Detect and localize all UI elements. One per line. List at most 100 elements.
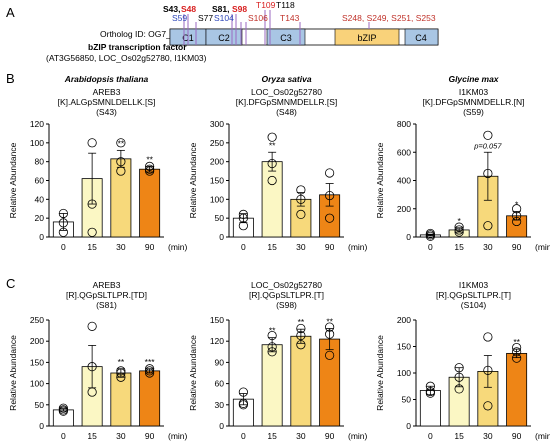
y-tick-label: 150: [30, 357, 44, 367]
x-unit-label: (min): [168, 242, 188, 252]
x-tick-label: 0: [241, 242, 246, 252]
data-point: [325, 350, 335, 360]
site-s81: S81,: [212, 4, 230, 14]
significance-label: *: [515, 200, 519, 210]
y-axis-title: Relative Abundance: [375, 142, 385, 218]
significance-label: **: [269, 140, 276, 150]
domain-c3: [266, 28, 306, 46]
site-s59: S59: [172, 13, 187, 23]
y-tick-label: 100: [210, 194, 224, 204]
site-label: (S59): [463, 107, 484, 117]
domain-c2: [205, 28, 243, 46]
y-axis-title: Relative Abundance: [375, 335, 385, 411]
data-point: [267, 342, 277, 352]
data-point: [145, 366, 155, 376]
site-label: (S104): [461, 300, 487, 310]
site-label: (S98): [276, 300, 297, 310]
chart-2: Oryza sativa LOC_Os02g52780[K].DFGpSMNMDE…: [188, 74, 368, 252]
data-point: [267, 158, 277, 169]
data-point: [296, 340, 306, 350]
y-tick-label: 60: [35, 176, 45, 186]
y-tick-label: 20: [35, 213, 45, 223]
y-tick-label: 400: [397, 176, 411, 186]
peptide-sequence: [K].DFGpSMNMDELLR.[N]: [422, 97, 524, 107]
data-point: [58, 208, 68, 219]
data-point: [58, 218, 68, 228]
chart-6: I1KM03[R].QGpSLTLPR.[T](S104)05010015020…: [375, 280, 550, 441]
data-point: [267, 330, 277, 341]
x-tick-label: 0: [428, 242, 433, 252]
significance-label: ***: [145, 357, 156, 367]
bar: [110, 158, 132, 238]
bar: [319, 338, 341, 427]
y-tick-label: 30: [215, 400, 225, 410]
data-point: [454, 384, 464, 394]
x-tick-label: 30: [296, 242, 306, 252]
significance-label: **: [146, 154, 153, 164]
data-point: [483, 168, 493, 179]
y-tick-label: 40: [35, 194, 45, 204]
data-point: [454, 363, 464, 373]
site-s98: S98: [232, 4, 247, 14]
site-label: (S81): [96, 300, 117, 310]
x-tick-label: 90: [145, 431, 155, 441]
data-point: [238, 221, 248, 231]
site-label: (S43): [96, 107, 117, 117]
x-tick-label: 30: [116, 242, 126, 252]
data-point: [87, 227, 97, 237]
data-point: [483, 332, 493, 342]
data-point: [145, 364, 155, 374]
data-point: [296, 209, 306, 219]
y-tick-label: 250: [210, 138, 224, 148]
data-point: [87, 362, 97, 372]
x-tick-label: 30: [483, 242, 493, 252]
y-tick-label: 200: [397, 315, 411, 325]
x-tick-label: 15: [454, 242, 464, 252]
x-tick-label: 0: [241, 431, 246, 441]
data-point: [87, 321, 97, 331]
y-tick-label: 300: [210, 119, 224, 129]
data-point: [325, 190, 335, 201]
data-point: [425, 381, 435, 391]
data-point: [296, 323, 306, 334]
x-unit-label: (min): [348, 431, 368, 441]
data-point: [58, 406, 68, 416]
data-point: [483, 401, 493, 411]
x-tick-label: 90: [325, 242, 335, 252]
data-point: [116, 366, 126, 376]
y-tick-label: 0: [39, 421, 44, 431]
y-tick-label: 150: [210, 315, 224, 325]
panel-a: A Ortholog ID: OG7_0010064 bZIP transcri…: [6, 0, 439, 63]
y-tick-label: 90: [215, 357, 225, 367]
protein-name: LOC_Os02g52780: [251, 87, 322, 97]
data-point: [454, 227, 464, 237]
x-tick-label: 15: [87, 431, 97, 441]
x-tick-label: 30: [483, 431, 493, 441]
data-point: [512, 216, 522, 227]
x-unit-label: (min): [535, 431, 550, 441]
chart-5: LOC_Os02g52780[R].QGpSLTLPR.[T](S98) 0 30 6…: [188, 280, 368, 441]
significance-label: **: [269, 326, 276, 336]
y-tick-label: 0: [219, 232, 224, 242]
data-point: [87, 138, 97, 148]
peptide-sequence: [R].QGpSLTLPR.[T]: [436, 290, 511, 300]
data-point: [238, 209, 248, 219]
y-tick-label: 200: [30, 336, 44, 346]
data-point: [512, 342, 522, 353]
data-point: [454, 225, 464, 235]
chart-3: Glycine max I1KM03[K].DFGpSMNMDELLR.[N](S…: [375, 74, 550, 252]
data-point: [296, 185, 306, 195]
bar: [290, 335, 312, 427]
x-tick-label: 30: [296, 431, 306, 441]
x-tick-label: 15: [87, 242, 97, 252]
bar: [261, 344, 283, 427]
data-point: [87, 387, 97, 397]
data-point: [145, 164, 155, 174]
site-t109: T109: [256, 0, 276, 10]
bar: [139, 370, 161, 427]
domain-c4: [404, 28, 439, 46]
ortholog-id: Ortholog ID: OG7_0010064: [100, 29, 204, 39]
y-tick-label: 0: [406, 421, 411, 431]
data-point: [512, 353, 522, 363]
data-point: [116, 138, 126, 148]
